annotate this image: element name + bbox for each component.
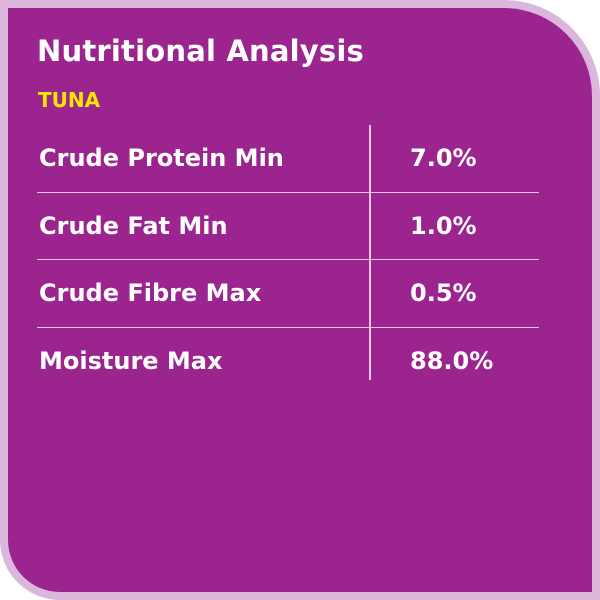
table-row: Crude Fat Min 1.0% [37,193,539,260]
table-row: Crude Protein Min 7.0% [37,125,539,193]
table-row: Crude Fibre Max 0.5% [37,260,539,328]
nutrient-value: 0.5% [410,279,477,308]
table-row: Moisture Max 88.0% [37,328,539,396]
title: Nutritional Analysis [37,34,364,68]
card-panel: Nutritional Analysis TUNA Crude Protein … [8,8,592,592]
nutrient-name: Moisture Max [39,347,223,376]
nutrition-table: Crude Protein Min 7.0% Crude Fat Min 1.0% Cr… [37,125,539,395]
nutrient-name: Crude Fibre Max [39,279,262,308]
nutrient-value: 1.0% [410,211,477,240]
nutrient-value: 88.0% [410,347,494,376]
nutrient-value: 7.0% [410,144,477,173]
nutrient-name: Crude Protein Min [39,144,284,173]
column-divider [369,125,371,380]
subtitle: TUNA [38,88,101,112]
nutrient-name: Crude Fat Min [39,211,228,240]
